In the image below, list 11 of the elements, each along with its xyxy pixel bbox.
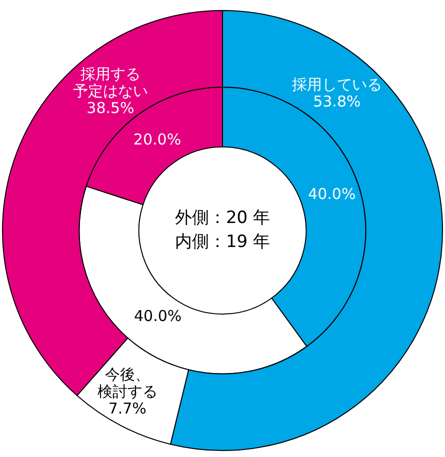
- text: 内側：19 年: [174, 232, 270, 252]
- data-label: 53.8%: [313, 92, 361, 111]
- data-label: 7.7%: [108, 400, 146, 418]
- data-label: 20.0%: [133, 130, 182, 149]
- data-label: 38.5%: [86, 99, 134, 118]
- slice-label: 今後、検討する: [97, 366, 158, 401]
- text: 外側：20 年: [174, 208, 270, 228]
- slice-label: 採用する予定はない: [72, 65, 148, 100]
- slice-label: 採用している: [292, 76, 382, 94]
- data-label: 40.0%: [308, 184, 356, 203]
- data-label: 40.0%: [134, 306, 182, 325]
